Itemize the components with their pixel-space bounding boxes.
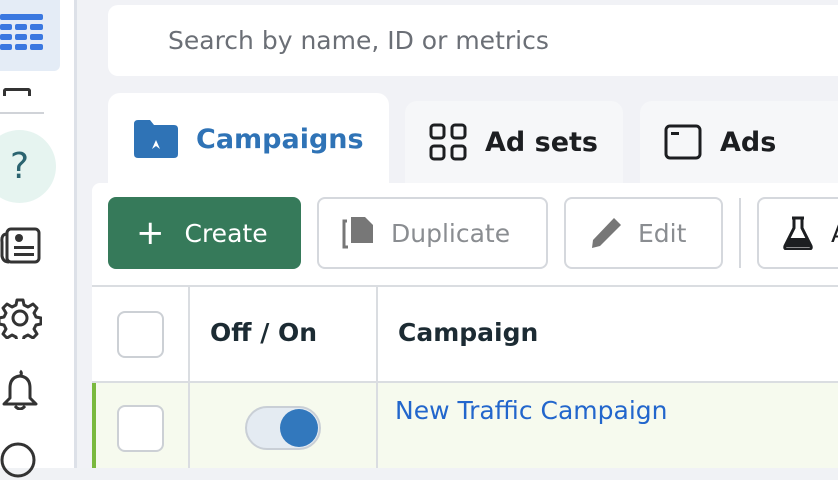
tab-label: Campaigns bbox=[196, 123, 364, 155]
search-input[interactable]: Search by name, ID or metrics bbox=[108, 5, 838, 76]
toolbar-divider bbox=[739, 198, 741, 268]
create-label: Create bbox=[184, 218, 268, 248]
table-icon bbox=[0, 14, 43, 50]
sidebar: ? bbox=[0, 0, 77, 478]
tab-ad-sets[interactable]: Ad sets bbox=[405, 101, 623, 183]
plus-icon: + bbox=[136, 213, 165, 253]
profile-icon[interactable] bbox=[0, 440, 42, 480]
tab-label: Ad sets bbox=[485, 126, 598, 158]
duplicate-button[interactable]: Duplicate bbox=[317, 197, 548, 269]
pencil-icon bbox=[592, 218, 621, 248]
tab-ads[interactable]: Ads bbox=[640, 101, 838, 183]
news-icon[interactable] bbox=[0, 226, 42, 266]
campaign-folder-icon bbox=[134, 120, 178, 158]
header-campaign[interactable]: Campaign bbox=[398, 318, 539, 347]
column-divider bbox=[376, 287, 378, 468]
duplicate-label: Duplicate bbox=[391, 218, 511, 248]
tab-label: Ads bbox=[720, 126, 777, 158]
question-icon: ? bbox=[9, 146, 30, 187]
campaign-toggle[interactable] bbox=[245, 406, 321, 450]
bell-icon[interactable] bbox=[0, 368, 42, 410]
row-checkbox[interactable] bbox=[117, 405, 164, 452]
campaign-name-link[interactable]: New Traffic Campaign bbox=[395, 396, 668, 425]
column-divider bbox=[188, 287, 190, 468]
header-bottom-border bbox=[92, 381, 838, 383]
ab-test-label: A bbox=[831, 219, 838, 248]
toggle-knob bbox=[280, 409, 318, 447]
edit-button[interactable]: Edit bbox=[564, 197, 723, 269]
table-row[interactable] bbox=[92, 383, 838, 468]
tab-campaigns[interactable]: Campaigns bbox=[108, 93, 389, 185]
table-top-border bbox=[92, 285, 838, 287]
partial-icon[interactable] bbox=[3, 88, 31, 96]
create-button[interactable]: + Create bbox=[108, 197, 301, 269]
sidebar-item-ads-manager[interactable] bbox=[0, 0, 60, 71]
gear-icon[interactable] bbox=[0, 297, 42, 339]
select-all-checkbox[interactable] bbox=[117, 311, 164, 358]
duplicate-icon bbox=[342, 217, 373, 249]
edit-label: Edit bbox=[638, 218, 687, 248]
ad-window-icon bbox=[664, 124, 702, 160]
sidebar-divider bbox=[0, 112, 44, 114]
help-button[interactable]: ? bbox=[0, 130, 56, 203]
flask-icon bbox=[783, 216, 813, 250]
header-off-on[interactable]: Off / On bbox=[210, 318, 318, 347]
ab-test-button[interactable]: A bbox=[757, 197, 838, 269]
grid-icon bbox=[429, 123, 467, 161]
